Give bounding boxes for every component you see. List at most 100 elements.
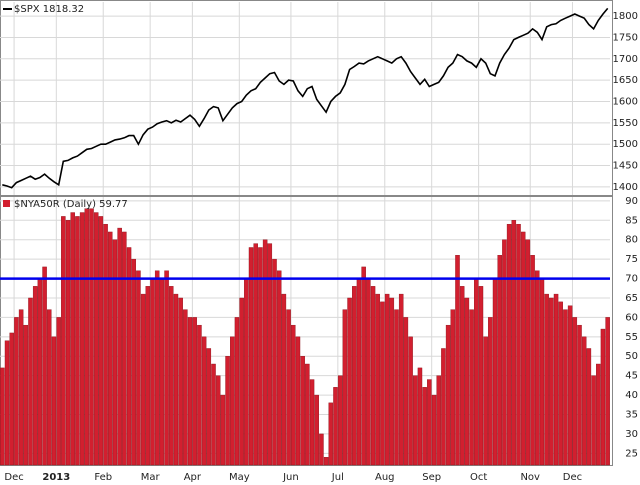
bar bbox=[103, 223, 108, 466]
bar bbox=[239, 297, 244, 466]
y-tick-label: 25 bbox=[625, 448, 638, 459]
bar bbox=[79, 212, 85, 466]
bar bbox=[150, 278, 155, 466]
bar bbox=[61, 216, 66, 466]
y-tick-label: 45 bbox=[625, 371, 638, 382]
bar bbox=[563, 309, 568, 466]
bar bbox=[112, 239, 118, 466]
bar bbox=[220, 394, 226, 466]
bar bbox=[309, 379, 315, 466]
y-tick-label: 1550 bbox=[613, 118, 638, 129]
bar bbox=[319, 433, 324, 466]
y-tick-label: 1700 bbox=[613, 54, 638, 65]
y-tick-label: 70 bbox=[625, 274, 638, 285]
bar bbox=[159, 278, 165, 466]
bar bbox=[192, 317, 197, 466]
bar bbox=[464, 297, 470, 466]
bar bbox=[300, 356, 305, 466]
bar bbox=[51, 336, 57, 466]
bar bbox=[497, 255, 502, 466]
x-tick-label: Feb bbox=[94, 472, 112, 483]
bar bbox=[136, 270, 141, 466]
bar bbox=[183, 309, 188, 466]
bar bbox=[0, 367, 5, 466]
bar bbox=[230, 336, 235, 466]
y-tick-label: 1450 bbox=[613, 161, 638, 172]
bar bbox=[211, 363, 216, 466]
bar bbox=[427, 379, 432, 466]
bar bbox=[154, 270, 160, 466]
bar bbox=[417, 367, 423, 466]
x-tick-label: Oct bbox=[470, 472, 487, 483]
bar bbox=[516, 223, 521, 466]
bar bbox=[577, 324, 582, 466]
bar bbox=[215, 375, 221, 466]
x-tick-label: Jun bbox=[282, 472, 299, 483]
bar bbox=[535, 270, 540, 466]
y-tick-label: 1500 bbox=[613, 139, 638, 150]
bar bbox=[4, 340, 10, 466]
bar bbox=[197, 324, 202, 466]
x-tick-label: Apr bbox=[184, 472, 202, 483]
y-tick-label: 1600 bbox=[613, 96, 638, 107]
bar bbox=[32, 286, 38, 466]
bar bbox=[511, 220, 517, 466]
bar bbox=[47, 309, 52, 466]
bar bbox=[389, 297, 395, 466]
y-tick-label: 1400 bbox=[613, 182, 638, 193]
bar bbox=[140, 293, 146, 466]
bar bbox=[502, 239, 507, 466]
bar bbox=[558, 301, 563, 466]
bar bbox=[28, 297, 33, 466]
bar bbox=[333, 387, 338, 466]
bar bbox=[42, 266, 47, 466]
bar bbox=[23, 324, 29, 466]
bar bbox=[281, 293, 287, 466]
bar bbox=[75, 216, 80, 466]
bar bbox=[206, 348, 212, 466]
top-panel-frame bbox=[0, 0, 613, 196]
bar bbox=[117, 227, 122, 466]
bar bbox=[520, 231, 526, 466]
bar bbox=[108, 231, 113, 466]
bar bbox=[422, 387, 427, 466]
bar bbox=[525, 239, 531, 466]
bar bbox=[258, 247, 263, 466]
bar bbox=[356, 278, 362, 466]
bar bbox=[98, 216, 104, 466]
x-tick-label: Mar bbox=[141, 472, 161, 483]
y-tick-label: 1650 bbox=[613, 75, 638, 86]
bar bbox=[18, 309, 24, 466]
price-line bbox=[2, 7, 609, 189]
bar bbox=[305, 363, 310, 466]
bar bbox=[314, 394, 319, 466]
bar bbox=[352, 286, 357, 466]
bar bbox=[441, 348, 446, 466]
bar bbox=[474, 278, 479, 466]
bar bbox=[394, 309, 399, 466]
y-tick-label: 60 bbox=[625, 312, 638, 323]
bar bbox=[173, 293, 179, 466]
bar bbox=[478, 286, 484, 466]
bar bbox=[370, 286, 376, 466]
bar bbox=[187, 317, 193, 466]
bar bbox=[530, 255, 535, 466]
bar bbox=[70, 212, 75, 466]
bar bbox=[483, 336, 488, 466]
y-tick-label: 30 bbox=[625, 429, 638, 440]
bar bbox=[469, 309, 474, 466]
bar bbox=[413, 375, 418, 466]
x-tick-label: 2013 bbox=[42, 472, 70, 483]
bar bbox=[436, 375, 441, 466]
bar bbox=[408, 336, 413, 466]
y-tick-label: 40 bbox=[625, 390, 638, 401]
bar bbox=[455, 255, 460, 466]
bar bbox=[267, 243, 273, 466]
bar bbox=[586, 348, 592, 466]
bar bbox=[131, 258, 136, 466]
legend-swatch bbox=[3, 200, 10, 207]
bar bbox=[450, 309, 456, 466]
y-tick-label: 35 bbox=[625, 410, 638, 421]
bar bbox=[549, 297, 554, 466]
